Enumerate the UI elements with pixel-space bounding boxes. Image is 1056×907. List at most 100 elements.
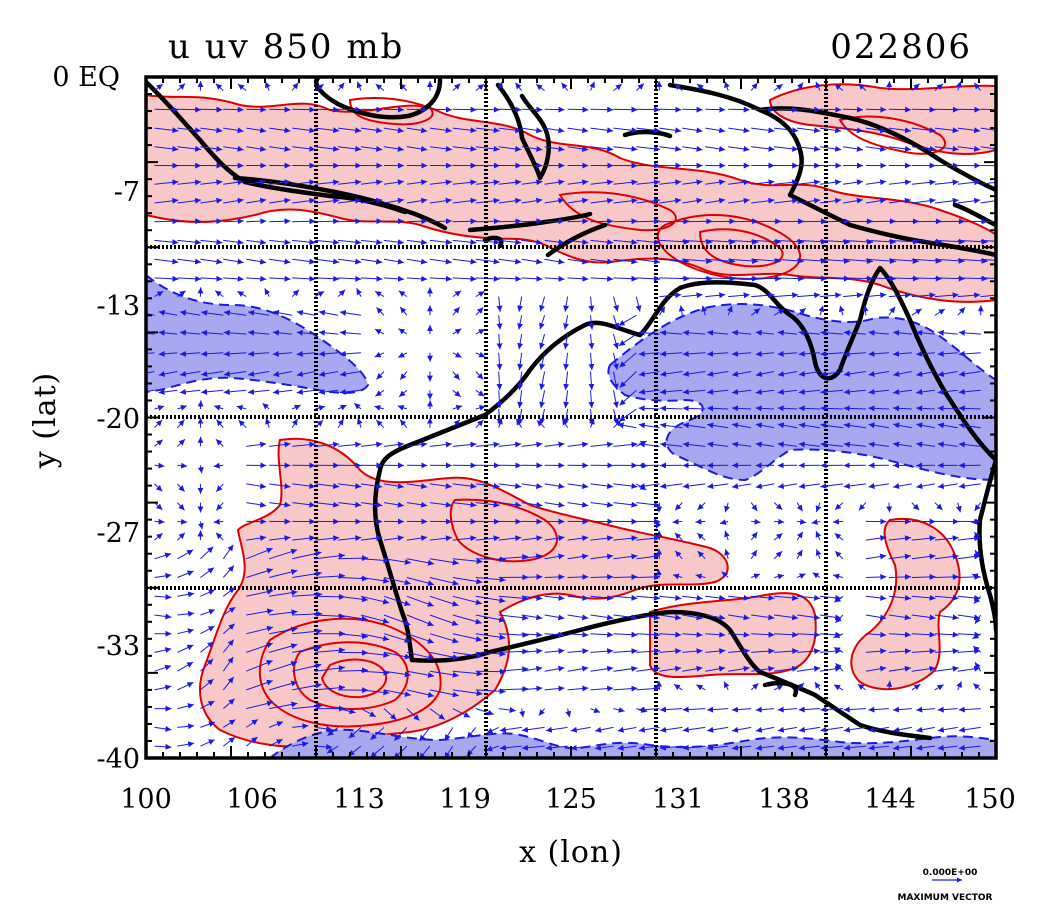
wind-vector: [246, 660, 273, 672]
wind-vector: [475, 258, 500, 265]
wind-vector: [636, 573, 661, 580]
wind-vector: [544, 441, 565, 448]
wind-vector: [222, 587, 236, 597]
wind-vector: [773, 684, 784, 691]
wind-vector: [707, 329, 729, 336]
wind-vector: [338, 441, 362, 448]
wind-vector: [360, 557, 390, 564]
wind-vector: [429, 501, 452, 508]
wind-vector: [246, 106, 267, 113]
coast-java: [232, 175, 448, 231]
wind-vector: [200, 239, 223, 246]
wind-vector: [773, 502, 783, 511]
wind-vector: [498, 535, 522, 542]
wind-vector: [612, 371, 619, 390]
wind-vector: [682, 631, 703, 638]
wind-vector: [731, 329, 752, 336]
wind-vector: [292, 550, 322, 560]
wind-vector: [154, 127, 179, 134]
wind-vector: [774, 127, 799, 134]
wind-vector: [535, 83, 545, 91]
wind-vector: [486, 745, 499, 752]
wind-vector: [215, 502, 224, 511]
wind-vector: [521, 218, 543, 225]
wind-vector: [475, 633, 506, 641]
wind-vector: [498, 648, 529, 655]
wind-vector: [406, 535, 428, 542]
date-code: 022806: [830, 27, 972, 67]
wind-vector: [774, 106, 799, 113]
negative-region-south: [268, 728, 996, 758]
wind-vector: [383, 145, 404, 152]
wind-vector: [755, 388, 775, 395]
wind-vector: [777, 370, 798, 377]
wind-vector: [247, 388, 270, 395]
wind-vector: [773, 533, 783, 541]
wind-vector: [595, 726, 614, 733]
wind-vector: [613, 501, 638, 508]
wind-vector: [957, 106, 981, 113]
wind-vector: [842, 238, 874, 245]
coast-australia-south: [409, 609, 933, 741]
wind-vector: [154, 725, 172, 732]
wind-vector: [475, 595, 506, 604]
wind-vector: [154, 647, 172, 653]
wind-vector: [154, 594, 172, 601]
wind-vector: [265, 417, 271, 428]
wind-vector: [154, 197, 179, 204]
wind-vector: [177, 644, 194, 653]
wind-vector: [751, 127, 775, 134]
wind-vector: [498, 441, 522, 448]
wind-vector: [177, 239, 202, 246]
wind-vector: [318, 309, 339, 316]
wind-vector: [318, 371, 339, 377]
wind-vector: [638, 726, 660, 733]
wind-vector: [315, 106, 340, 113]
wind-vector: [498, 686, 529, 693]
wind-vector: [731, 422, 752, 429]
wind-vector: [222, 698, 236, 709]
wind-vector: [222, 623, 236, 635]
wind-vector: [682, 422, 706, 429]
wind-vector: [774, 257, 805, 264]
wind-vector: [707, 441, 729, 448]
wind-vector: [383, 651, 411, 660]
wind-vector: [567, 483, 589, 490]
wind-vector: [638, 422, 660, 429]
wind-vector: [588, 315, 595, 330]
wind-vector: [399, 306, 408, 316]
wind-vector: [567, 594, 589, 601]
wind-vector: [613, 441, 638, 448]
wind-vector: [751, 238, 782, 245]
wind-vector: [590, 685, 614, 692]
wind-vector: [497, 81, 503, 91]
wind-vector: [197, 465, 204, 474]
wind-vector: [707, 350, 729, 357]
wind-vector: [360, 239, 383, 246]
wind-vector: [398, 389, 408, 398]
wind-vector: [521, 179, 543, 186]
wind-vector: [777, 726, 798, 733]
wind-vector: [197, 400, 204, 410]
wind-vector: [636, 83, 645, 91]
wind-vector: [177, 570, 194, 578]
wind-vector: [200, 145, 223, 152]
wind-vector: [272, 309, 293, 316]
y-tick-2: -13: [97, 291, 140, 322]
wind-vector: [567, 106, 589, 113]
wind-vector: [796, 307, 807, 316]
wind-vector: [154, 462, 165, 469]
wind-vector: [819, 275, 851, 282]
wind-vector: [177, 518, 188, 525]
wind-vector: [751, 594, 775, 601]
wind-vector: [865, 179, 887, 186]
wind-vector: [360, 127, 383, 134]
wind-vector: [590, 614, 614, 621]
wind-vector: [521, 631, 543, 638]
wind-vector: [475, 614, 506, 623]
wind-vector: [498, 218, 522, 225]
wind-vector: [475, 483, 500, 489]
wind-vector: [538, 708, 545, 716]
wind-vector: [682, 648, 703, 655]
wind-vector: [406, 145, 428, 152]
